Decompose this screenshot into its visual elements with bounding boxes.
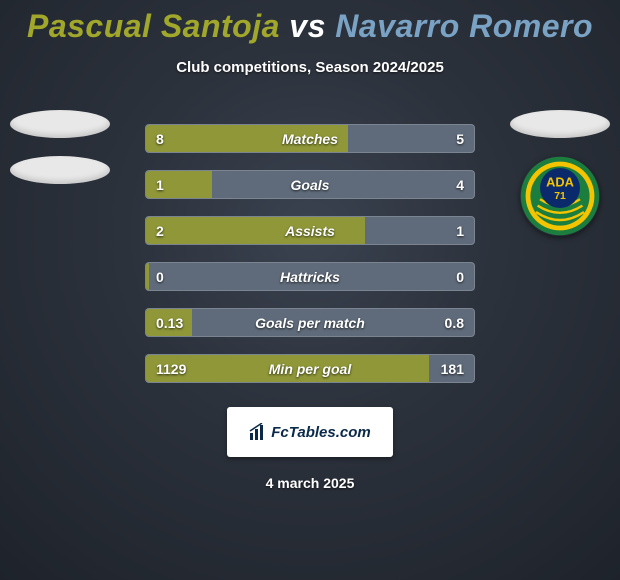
stat-row: 1Goals4 bbox=[145, 170, 475, 199]
stat-row: 2Assists1 bbox=[145, 216, 475, 245]
avatar-placeholder bbox=[510, 110, 610, 138]
stats-bars: 8Matches51Goals42Assists10Hattricks00.13… bbox=[145, 124, 475, 383]
stat-value-right: 4 bbox=[456, 171, 464, 199]
player1-avatar-stack bbox=[10, 110, 110, 184]
stat-label: Hattricks bbox=[146, 263, 474, 291]
stat-value-right: 0.8 bbox=[445, 309, 464, 337]
club-badge: ADA 71 bbox=[520, 156, 600, 236]
stat-row: 1129Min per goal181 bbox=[145, 354, 475, 383]
player1-name: Pascual Santoja bbox=[27, 8, 280, 44]
avatar-placeholder bbox=[10, 156, 110, 184]
stat-label: Goals bbox=[146, 171, 474, 199]
stat-value-right: 1 bbox=[456, 217, 464, 245]
comparison-title: Pascual Santoja vs Navarro Romero bbox=[0, 0, 620, 45]
stat-value-right: 5 bbox=[456, 125, 464, 153]
stat-label: Min per goal bbox=[146, 355, 474, 383]
stat-value-right: 181 bbox=[441, 355, 464, 383]
stat-value-right: 0 bbox=[456, 263, 464, 291]
stat-label: Matches bbox=[146, 125, 474, 153]
player2-avatar-stack: ADA 71 bbox=[510, 110, 610, 236]
brand-text: FcTables.com bbox=[271, 424, 370, 441]
vs-text: vs bbox=[289, 8, 326, 44]
svg-text:71: 71 bbox=[554, 191, 566, 202]
player2-name: Navarro Romero bbox=[335, 8, 593, 44]
subtitle: Club competitions, Season 2024/2025 bbox=[0, 59, 620, 76]
stat-row: 0Hattricks0 bbox=[145, 262, 475, 291]
brand-box: FcTables.com bbox=[227, 407, 393, 457]
svg-text:ADA: ADA bbox=[546, 174, 574, 189]
brand-icon bbox=[249, 423, 267, 441]
stat-label: Goals per match bbox=[146, 309, 474, 337]
stat-row: 0.13Goals per match0.8 bbox=[145, 308, 475, 337]
date-text: 4 march 2025 bbox=[0, 475, 620, 491]
stat-label: Assists bbox=[146, 217, 474, 245]
avatar-placeholder bbox=[10, 110, 110, 138]
stat-row: 8Matches5 bbox=[145, 124, 475, 153]
